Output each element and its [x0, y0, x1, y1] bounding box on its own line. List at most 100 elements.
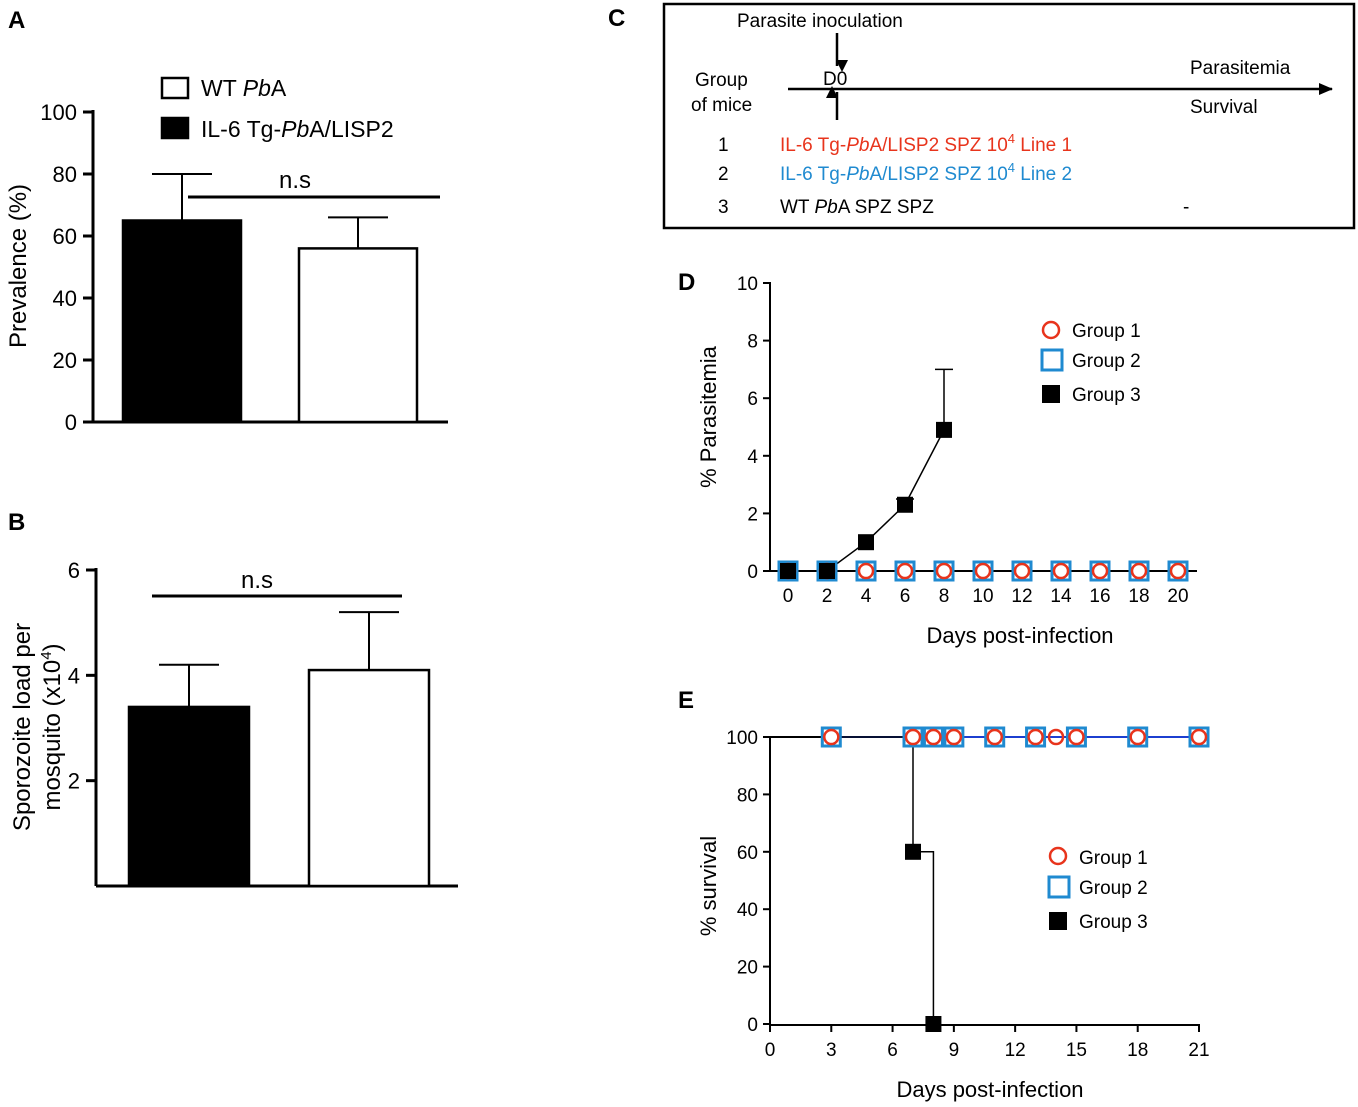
panel-label-b: B — [8, 509, 25, 536]
marker-group3 — [780, 563, 796, 579]
panel-b-ylabel-line1: Sporozoite load per — [9, 623, 36, 831]
marker-group1 — [1129, 728, 1146, 746]
panel-label-d: D — [678, 269, 695, 296]
marker-group1 — [1047, 728, 1065, 746]
panel-d-ylabel: % Parasitemia — [696, 345, 721, 488]
panel-d-legend-group3: Group 3 — [1072, 385, 1141, 406]
legend-marker-group1 — [1048, 846, 1068, 866]
y-tick-label: 4 — [68, 663, 80, 688]
marker-group3 — [819, 563, 835, 579]
panel-a-significance-label: n.s — [279, 167, 311, 194]
bar — [297, 247, 419, 424]
marker-group1 — [925, 728, 942, 746]
marker-group1 — [1190, 728, 1208, 746]
panel-label-e: E — [678, 687, 694, 714]
x-tick-label: 16 — [1089, 586, 1110, 607]
marker-group1 — [1169, 562, 1187, 580]
legend-label-il6: IL-6 Tg-PbA/LISP2 — [201, 116, 394, 142]
y-tick-label: 100 — [40, 100, 77, 125]
y-tick-label: 8 — [747, 332, 758, 353]
y-tick-label: 6 — [747, 389, 758, 410]
legend-marker-group3 — [1042, 385, 1060, 403]
bar — [121, 219, 243, 424]
panel-e-xlabel: Days post-infection — [896, 1077, 1083, 1102]
panel-e-legend-group1: Group 1 — [1079, 848, 1148, 869]
group-description: IL-6 Tg-PbA/LISP2 SPZ 104 Line 2 — [780, 160, 1072, 185]
y-tick-label: 4 — [747, 447, 758, 468]
marker-group3 — [858, 534, 874, 551]
x-tick-label: 8 — [939, 586, 950, 607]
legend-marker-group2 — [1040, 348, 1064, 372]
y-tick-label: 10 — [737, 274, 758, 295]
x-tick-label: 0 — [783, 586, 794, 607]
x-tick-label: 12 — [1005, 1040, 1026, 1061]
x-tick-label: 6 — [887, 1040, 898, 1061]
group-number: 2 — [718, 164, 729, 185]
marker-group3 — [905, 843, 921, 860]
x-tick-label: 0 — [765, 1040, 776, 1061]
y-tick-label: 60 — [53, 224, 77, 249]
bar — [307, 668, 431, 888]
marker-group1 — [1027, 728, 1044, 746]
group-label-line2: of mice — [691, 95, 752, 116]
panel-d-legend-group2: Group 2 — [1072, 351, 1141, 372]
x-tick-label: 10 — [972, 586, 993, 607]
panel-label-a: A — [8, 7, 25, 34]
marker-group1 — [1068, 728, 1085, 746]
group-number: 1 — [718, 135, 729, 156]
x-tick-label: 4 — [861, 586, 872, 607]
group-description: IL-6 Tg-PbA/LISP2 SPZ 104 Line 1 — [780, 131, 1072, 156]
group-label-line1: Group — [695, 70, 748, 91]
panel-e-legend-group2: Group 2 — [1079, 878, 1148, 899]
legend-marker-group2 — [1047, 875, 1071, 899]
panel-b-ylabel-line2: mosquito (x104) — [38, 643, 66, 810]
y-tick-label: 100 — [726, 728, 758, 749]
x-tick-label: 6 — [900, 586, 911, 607]
marker-group1 — [1091, 562, 1109, 580]
marker-group1 — [945, 728, 963, 746]
marker-group1 — [904, 728, 922, 746]
x-tick-label: 18 — [1127, 1040, 1148, 1061]
y-tick-label: 40 — [53, 286, 77, 311]
marker-group1 — [935, 562, 953, 580]
y-tick-label: 0 — [747, 562, 758, 583]
y-tick-label: 80 — [737, 785, 758, 806]
marker-group1 — [986, 728, 1003, 746]
day0-label: D0 — [823, 69, 847, 90]
group-description: WT PbA SPZ SPZ — [780, 197, 934, 218]
diagram-frame — [662, 2, 1356, 230]
row3-dash: - — [1183, 197, 1189, 218]
group-number: 3 — [718, 197, 729, 218]
y-tick-label: 6 — [68, 558, 80, 583]
marker-group3 — [925, 1016, 942, 1032]
panel-d-legend-group1: Group 1 — [1072, 321, 1141, 342]
survival-label: Survival — [1190, 97, 1258, 118]
legend-marker-group3 — [1049, 912, 1067, 930]
legend-label-wt: WT PbA — [201, 75, 287, 101]
panel-d-chart: % Parasitemia Days post-infection 0 2 4 6 8 1… — [696, 274, 1197, 648]
x-tick-label: 15 — [1066, 1040, 1087, 1061]
legend-marker-group1 — [1041, 320, 1061, 340]
panel-b-significance-label: n.s — [241, 567, 273, 594]
panel-d-xlabel: Days post-infection — [926, 623, 1113, 648]
y-tick-label: 2 — [747, 504, 758, 525]
bar — [127, 705, 251, 888]
marker-group1 — [1013, 562, 1031, 580]
y-tick-label: 80 — [53, 162, 77, 187]
x-tick-label: 3 — [826, 1040, 837, 1061]
x-tick-label: 2 — [822, 586, 833, 607]
y-tick-label: 60 — [737, 843, 758, 864]
x-tick-label: 9 — [949, 1040, 960, 1061]
panel-e-chart: % survival Days post-infection 0 20 40 60 80… — [696, 726, 1210, 1102]
marker-group3 — [936, 421, 952, 438]
marker-group1 — [823, 728, 840, 746]
x-tick-label: 14 — [1050, 586, 1072, 607]
panel-e-ylabel: % survival — [696, 836, 721, 936]
panel-c-diagram: Parasite inoculation D0 Group of mice Pa… — [662, 2, 1356, 230]
y-tick-label: 20 — [53, 348, 77, 373]
marker-group1 — [1130, 562, 1148, 580]
y-tick-label: 0 — [65, 410, 77, 435]
y-tick-label: 40 — [737, 900, 758, 921]
y-tick-label: 20 — [737, 958, 758, 979]
